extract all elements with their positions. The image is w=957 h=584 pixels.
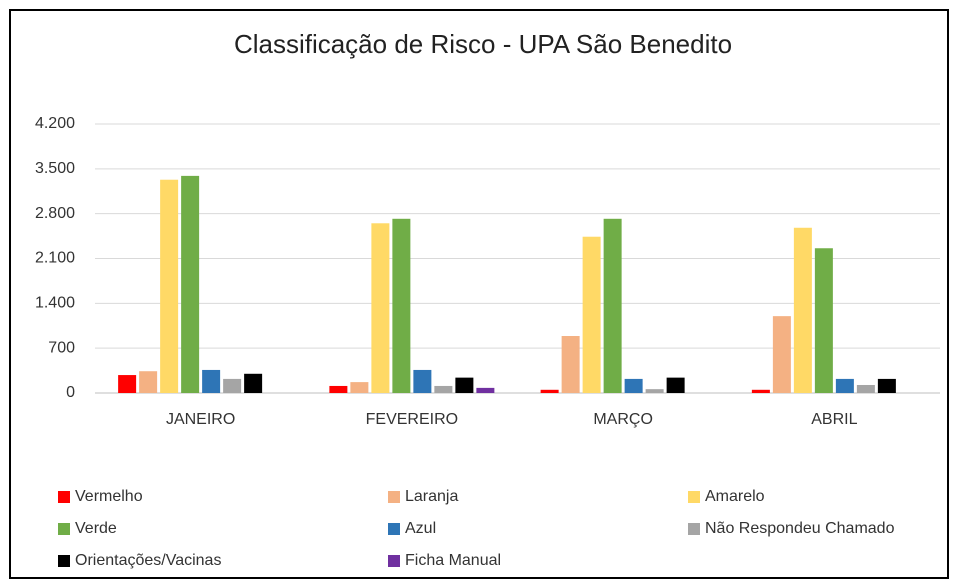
bar (202, 369, 221, 393)
bar (244, 373, 263, 393)
bar (582, 236, 601, 393)
bar (392, 218, 411, 393)
bar (772, 316, 791, 393)
bar (118, 375, 137, 393)
legend-label: Verde (75, 520, 117, 537)
legend-swatch (388, 523, 400, 535)
y-tick-label: 2.800 (35, 205, 75, 222)
bar (856, 384, 875, 393)
legend-label: Vermelho (75, 488, 143, 505)
bar (561, 335, 580, 393)
bar (814, 248, 833, 393)
bar (877, 378, 896, 393)
x-tick-label: MARÇO (593, 411, 653, 428)
legend-label: Amarelo (705, 488, 765, 505)
chart-title: Classificação de Risco - UPA São Benedit… (234, 29, 732, 59)
x-tick-label: ABRIL (811, 411, 857, 428)
legend-swatch (688, 491, 700, 503)
legend-label: Não Respondeu Chamado (705, 520, 895, 537)
bar (476, 387, 495, 393)
legend-swatch (58, 491, 70, 503)
y-tick-label: 2.100 (35, 250, 75, 267)
bar (603, 218, 622, 393)
legend-swatch (688, 523, 700, 535)
legend-label: Azul (405, 520, 436, 537)
bar (413, 369, 432, 393)
legend-swatch (388, 555, 400, 567)
y-tick-label: 700 (48, 339, 75, 356)
y-tick-label: 4.200 (35, 115, 75, 132)
legend-swatch (58, 555, 70, 567)
bar (223, 378, 242, 393)
x-tick-label: FEVEREIRO (366, 411, 458, 428)
y-tick-label: 3.500 (35, 160, 75, 177)
bar (329, 385, 348, 393)
bar (371, 223, 390, 393)
bar (350, 382, 369, 393)
legend-label: Ficha Manual (405, 552, 501, 569)
bar (666, 377, 685, 393)
bar (624, 378, 643, 393)
bar (751, 389, 770, 393)
bar (540, 389, 559, 393)
x-tick-label: JANEIRO (166, 411, 235, 428)
legend-label: Orientações/Vacinas (75, 552, 221, 569)
bar (835, 378, 854, 393)
y-tick-label: 0 (66, 384, 75, 401)
bar (160, 179, 179, 393)
bar (434, 385, 453, 393)
bar (181, 175, 200, 393)
y-tick-label: 1.400 (35, 295, 75, 312)
bar (793, 227, 812, 393)
legend-label: Laranja (405, 488, 458, 505)
legend-swatch (388, 491, 400, 503)
bar (139, 371, 158, 393)
legend-swatch (58, 523, 70, 535)
bar (455, 377, 474, 393)
bar (645, 389, 664, 393)
